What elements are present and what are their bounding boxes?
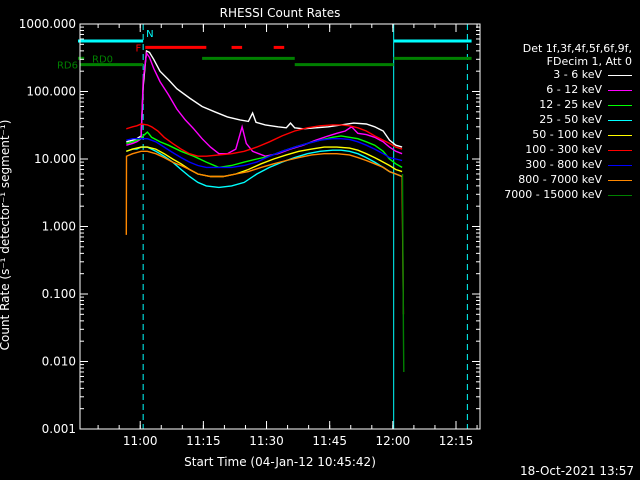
x-tick-label: 11:15: [186, 434, 221, 448]
status-label-rd0: RD0: [92, 54, 113, 65]
series-line-8: [401, 173, 405, 373]
legend-label: 7000 - 15000 keV: [504, 188, 602, 201]
status-label-n: N: [146, 29, 153, 40]
legend-entry: 300 - 800 keV: [525, 158, 632, 171]
x-tick-label: 12:00: [376, 434, 411, 448]
legend-label: 300 - 800 keV: [525, 158, 602, 171]
legend-label: 25 - 50 keV: [539, 113, 602, 126]
legend-label: 6 - 12 keV: [546, 83, 602, 96]
legend-swatch: [608, 149, 632, 151]
legend-swatch: [608, 194, 632, 196]
legend-label: 50 - 100 keV: [532, 128, 602, 141]
footer-date: 18-Oct-2021 13:57: [520, 464, 634, 478]
legend-swatch: [608, 104, 632, 106]
legend-swatch: [608, 119, 632, 121]
series-line-6: [126, 137, 403, 169]
series-line-1: [126, 51, 403, 157]
y-tick-label: 0.010: [42, 355, 76, 369]
legend-entry: 25 - 50 keV: [539, 113, 632, 126]
y-axis-label: Count Rate (s⁻¹ detector⁻¹ segment⁻¹): [0, 120, 12, 351]
legend-label: 800 - 7000 keV: [518, 173, 602, 186]
x-tick-label: 11:45: [312, 434, 347, 448]
series-line-5: [126, 123, 403, 157]
y-tick-label: 0.100: [42, 287, 76, 301]
x-axis-label: Start Time (04-Jan-12 10:45:42): [184, 455, 376, 469]
chart-title: RHESSI Count Rates: [220, 6, 341, 20]
legend-swatch: [608, 179, 632, 181]
legend-swatch: [608, 134, 632, 136]
legend-swatch: [608, 74, 632, 76]
legend-entry: 3 - 6 keV: [553, 68, 632, 81]
x-tick-label: 11:30: [249, 434, 284, 448]
legend-entry: 800 - 7000 keV: [518, 173, 632, 186]
series-line-7: [125, 150, 405, 315]
legend-label: 3 - 6 keV: [553, 68, 602, 81]
series-line-0: [126, 49, 403, 148]
plot-frame: [79, 23, 481, 430]
y-tick-label: 10.000: [34, 152, 76, 166]
legend-entry: 12 - 25 keV: [539, 98, 632, 111]
legend-entry: 50 - 100 keV: [532, 128, 632, 141]
x-tick-label: 12:15: [439, 434, 474, 448]
series-line-3: [126, 146, 403, 189]
y-tick-label: 0.001: [42, 422, 76, 436]
legend-header-0: Det 1f,3f,4f,5f,6f,9f,: [522, 42, 632, 55]
legend-swatch: [608, 164, 632, 166]
legend-label: 100 - 300 keV: [525, 143, 602, 156]
legend-header-1: FDecim 1, Att 0: [546, 55, 632, 68]
series-line-2: [126, 131, 403, 169]
series-line-4: [126, 146, 403, 178]
legend-entry: 6 - 12 keV: [546, 83, 632, 96]
y-tick-label: 1.000: [42, 220, 76, 234]
status-label-f: F: [135, 43, 141, 54]
legend-entry: 7000 - 15000 keV: [504, 188, 632, 201]
y-tick-label: 1000.000: [19, 17, 76, 31]
legend-swatch: [608, 89, 632, 91]
legend-entry: 100 - 300 keV: [525, 143, 632, 156]
x-tick-label: 11:00: [123, 434, 158, 448]
legend-label: 12 - 25 keV: [539, 98, 602, 111]
y-tick-label: 100.000: [26, 85, 76, 99]
status-label-rd6: RD6: [57, 61, 78, 72]
